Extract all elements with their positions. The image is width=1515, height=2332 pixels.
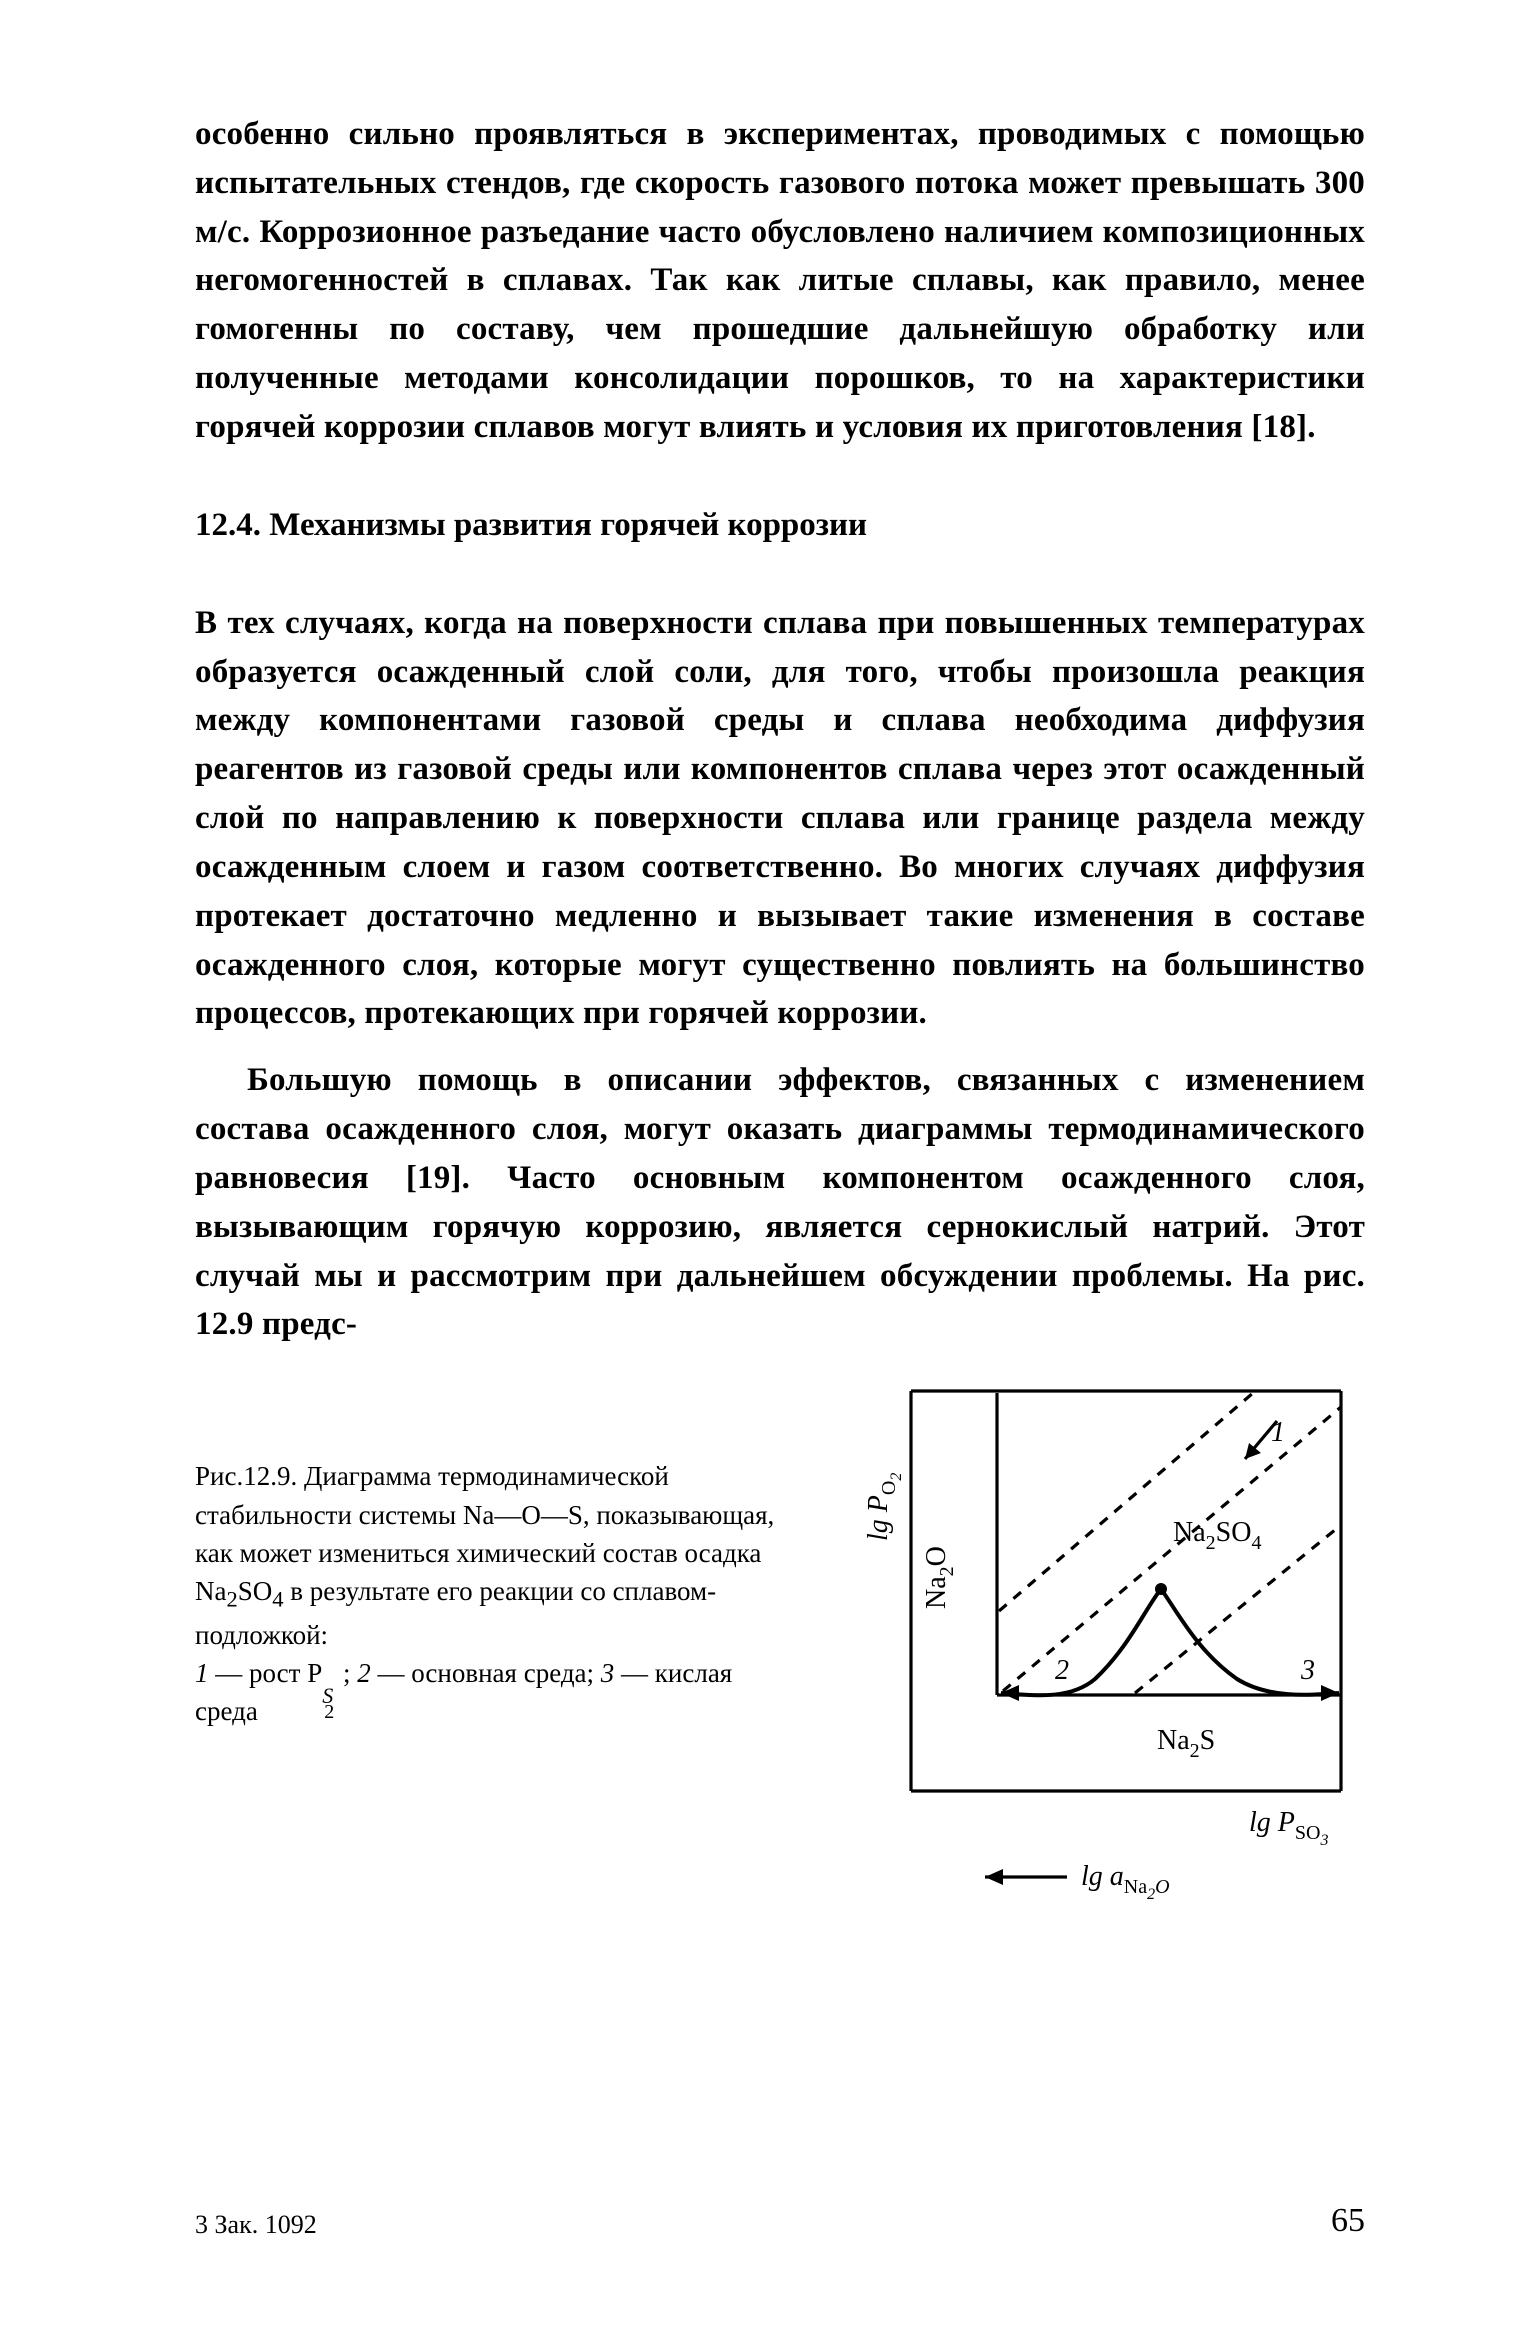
section-heading: 12.4. Механизмы развития горячей коррози… [195, 507, 1365, 544]
caption-sub1: 2 [226, 1587, 237, 1612]
svg-text:lg PO2: lg PO2 [863, 1473, 905, 1541]
page: особенно сильно проявляться в эксперимен… [0, 0, 1515, 2332]
caption-prefix: Рис.12.9. [195, 1461, 304, 1491]
legend-1-num: 1 [195, 1658, 209, 1688]
figure-svg-wrap: lg PO2 Na2O Na2SO4 Na2S 1 2 3 lg PSO3 lg aNa2O [815, 1379, 1365, 1939]
figure-block: Рис.12.9. Диаграмма термодинамической ст… [195, 1379, 1365, 1939]
page-number: 65 [1331, 2202, 1365, 2240]
legend-2-txt: — основная среда; [371, 1658, 601, 1688]
stability-diagram: lg PO2 Na2O Na2SO4 Na2S 1 2 3 lg PSO3 lg aNa2O [845, 1379, 1365, 1939]
legend-3-num: 3 [601, 1658, 615, 1688]
paragraph-3: Большую помощь в описании эффектов, связ… [195, 1056, 1365, 1349]
svg-text:3: 3 [1300, 1655, 1315, 1686]
figure-caption: Рис.12.9. Диаграмма термодинамической ст… [195, 1379, 815, 1730]
footer: 3 Зак. 1092 65 [195, 2210, 1365, 2240]
svg-text:Na2O: Na2O [921, 1546, 958, 1609]
legend-1-txt: — рост P [209, 1658, 323, 1688]
paragraph-2: В тех случаях, когда на поверхности спла… [195, 599, 1365, 1038]
svg-text:2: 2 [1055, 1655, 1069, 1686]
legend-1-sub-bot: 2 [324, 1698, 334, 1726]
svg-text:1: 1 [1271, 1417, 1285, 1448]
svg-text:Na2SO4: Na2SO4 [1173, 1517, 1261, 1554]
footer-signature: 3 Зак. 1092 [195, 2210, 317, 2239]
caption-sub2: 4 [272, 1587, 283, 1612]
svg-text:lg aNa2O: lg aNa2O [1081, 1861, 1170, 1903]
caption-after-sub1: SO [238, 1576, 273, 1606]
legend-2-num: 2 [357, 1658, 371, 1688]
svg-text:Na2S: Na2S [1157, 1725, 1215, 1762]
svg-text:lg PSO3: lg PSO3 [1249, 1807, 1328, 1849]
paragraph-1: особенно сильно проявляться в эксперимен… [195, 110, 1365, 452]
